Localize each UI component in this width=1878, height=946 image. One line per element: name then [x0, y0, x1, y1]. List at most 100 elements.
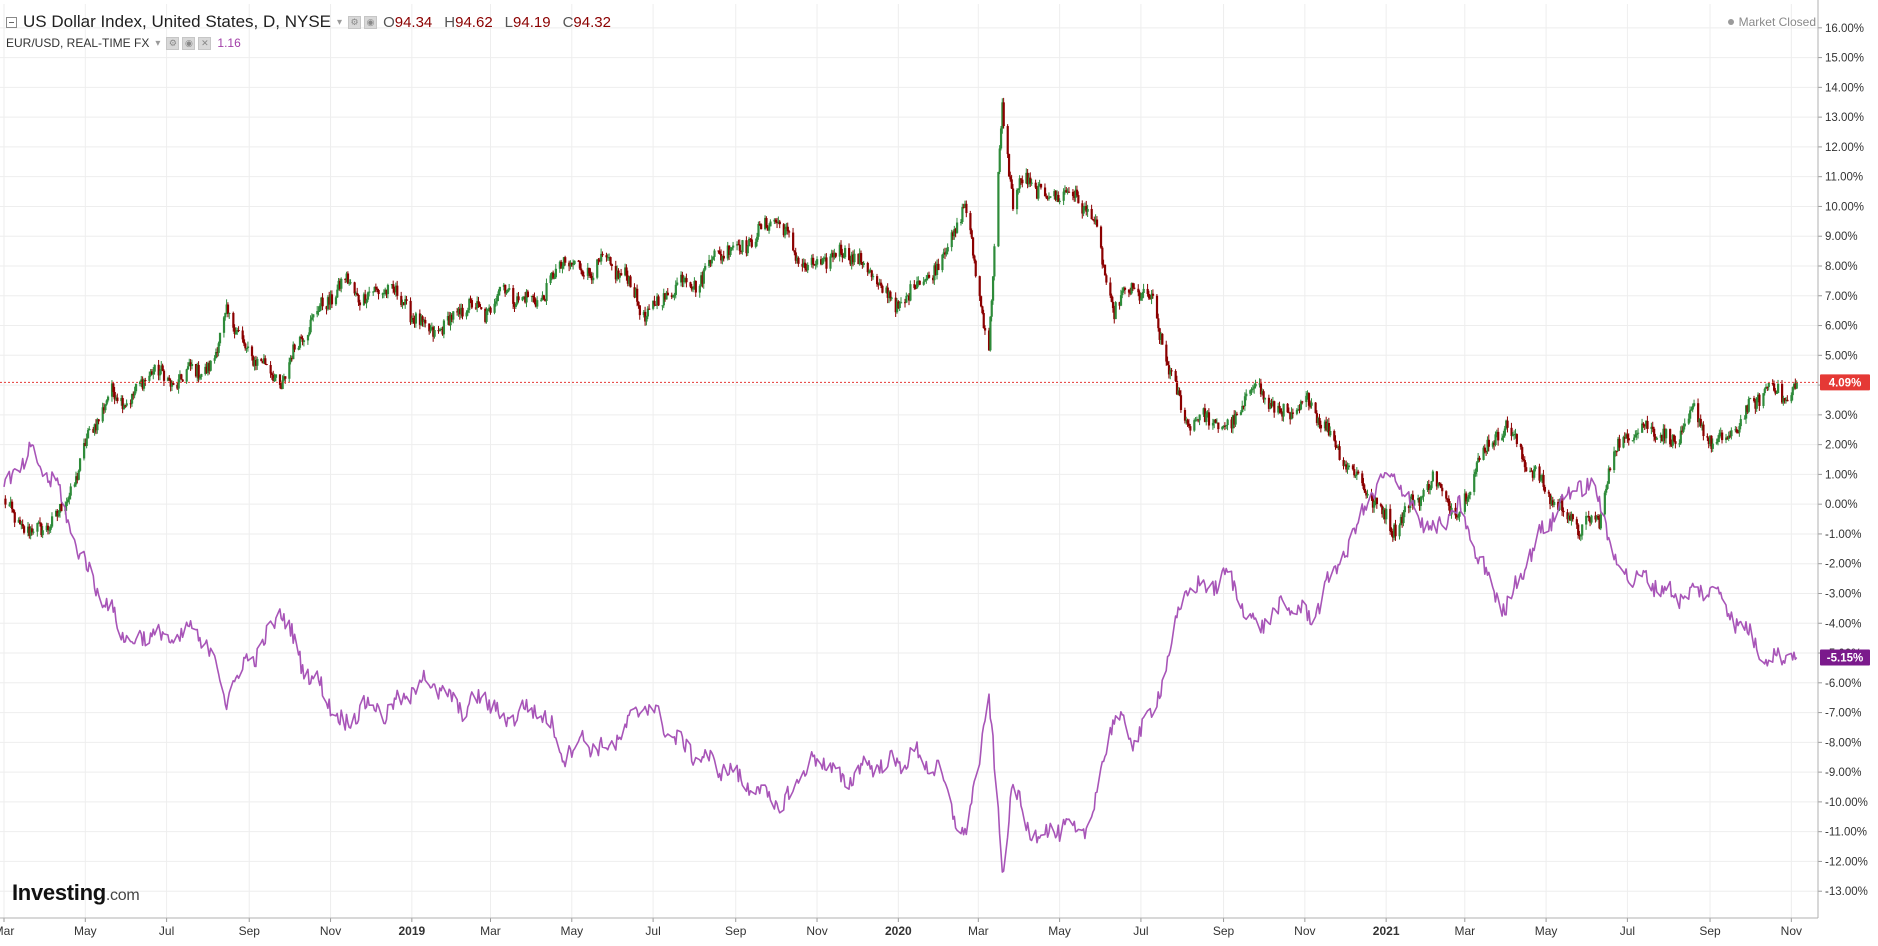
- candle-down: [1307, 393, 1311, 406]
- settings-icon[interactable]: ⚙: [166, 36, 180, 50]
- candle-up: [1645, 420, 1648, 427]
- x-tick-label: Jul: [645, 924, 660, 938]
- candle-up: [236, 330, 239, 333]
- candle-down: [1758, 394, 1761, 406]
- candle-up: [125, 403, 128, 406]
- candle-down: [478, 304, 482, 308]
- comparison-title[interactable]: EUR/USD, REAL-TIME FX: [6, 36, 150, 50]
- visibility-icon[interactable]: ◉: [182, 36, 196, 50]
- candle-down: [272, 375, 275, 382]
- candle-up: [721, 255, 724, 261]
- candle-up: [496, 295, 499, 302]
- candle-down: [1127, 289, 1131, 293]
- current-value-badge-index-bg: [1820, 374, 1870, 391]
- candle-down: [1445, 491, 1448, 499]
- candle-down: [1197, 419, 1200, 421]
- candle-down: [728, 245, 731, 255]
- settings-icon[interactable]: ⚙: [348, 15, 362, 29]
- x-tick-label: Nov: [1781, 924, 1802, 938]
- y-tick-label: 7.00%: [1825, 291, 1858, 303]
- candle-up: [842, 257, 845, 259]
- visibility-icon[interactable]: ◉: [364, 15, 378, 29]
- candle-up: [541, 295, 544, 300]
- candle-down: [1138, 292, 1141, 301]
- candle-down: [801, 263, 804, 267]
- candle-down: [552, 272, 555, 279]
- candle-down: [1721, 432, 1724, 441]
- candle-down: [1327, 422, 1331, 436]
- close-icon[interactable]: ✕: [198, 36, 212, 50]
- candle-up: [953, 228, 956, 237]
- y-tick-label: -8.00%: [1825, 737, 1861, 749]
- candle-up: [824, 257, 827, 259]
- y-tick-label: 10.00%: [1825, 201, 1864, 213]
- candle-down: [141, 379, 144, 389]
- candle-up: [1399, 516, 1403, 526]
- candle-down: [1286, 403, 1289, 413]
- candle-down: [1262, 391, 1265, 400]
- candle-up: [1271, 401, 1275, 406]
- candle-down: [1707, 437, 1710, 445]
- candle-up: [888, 291, 891, 298]
- candle-up: [569, 262, 572, 267]
- candle-up: [429, 329, 432, 332]
- candle-down: [28, 526, 31, 536]
- candle-up: [394, 285, 398, 293]
- candle-up: [1417, 497, 1420, 501]
- candle-down: [1627, 438, 1630, 441]
- candle-up: [1141, 292, 1144, 299]
- candle-up: [1025, 172, 1028, 184]
- candle-down: [22, 526, 26, 533]
- candle-up: [646, 308, 649, 317]
- candle-up: [757, 224, 760, 237]
- candle-up: [373, 286, 376, 292]
- candle-down: [169, 380, 172, 387]
- candle-up: [673, 294, 676, 297]
- candle-down: [620, 273, 623, 276]
- candle-up: [302, 340, 306, 342]
- candle-down: [437, 330, 440, 332]
- candle-up: [1603, 492, 1606, 515]
- candle-down: [804, 262, 807, 269]
- candle-up: [340, 278, 343, 289]
- candle-up: [963, 203, 967, 208]
- candle-up: [245, 348, 248, 350]
- candle-up: [672, 296, 675, 298]
- candle-down: [857, 253, 860, 265]
- candle-down: [918, 280, 921, 285]
- candle-up: [1430, 481, 1433, 489]
- candle-down: [1278, 405, 1281, 409]
- caret-down-icon[interactable]: ▾: [337, 16, 343, 28]
- candle-up: [769, 221, 772, 227]
- candle-down: [232, 312, 235, 328]
- candle-down: [301, 338, 304, 342]
- candle-down: [1562, 510, 1565, 513]
- candle-down: [1670, 444, 1673, 446]
- candle-up: [1689, 410, 1692, 419]
- candle-down: [685, 278, 688, 283]
- x-tick-label: Sep: [725, 924, 747, 938]
- candle-up: [326, 297, 330, 310]
- candle-up: [336, 289, 339, 298]
- instrument-title[interactable]: US Dollar Index, United States, D, NYSE: [23, 12, 332, 31]
- candle-up: [1385, 508, 1388, 520]
- collapse-icon[interactable]: [6, 16, 17, 28]
- candle-up: [822, 258, 825, 260]
- y-tick-label: -2.00%: [1825, 559, 1861, 571]
- candle-down: [534, 302, 538, 307]
- candle-down: [1217, 422, 1220, 430]
- candle-down: [284, 376, 287, 379]
- candle-down: [1174, 370, 1177, 381]
- candle-down: [4, 498, 7, 505]
- candle-up: [900, 302, 903, 304]
- candle-down: [720, 254, 723, 261]
- caret-down-icon[interactable]: ▾: [155, 37, 161, 49]
- candle-up: [1253, 386, 1256, 389]
- candle-up: [554, 268, 557, 278]
- candle-down: [1235, 413, 1239, 415]
- candle-down: [654, 304, 657, 306]
- ohlc-open-value: 94.34: [394, 13, 433, 31]
- candle-up: [896, 301, 899, 313]
